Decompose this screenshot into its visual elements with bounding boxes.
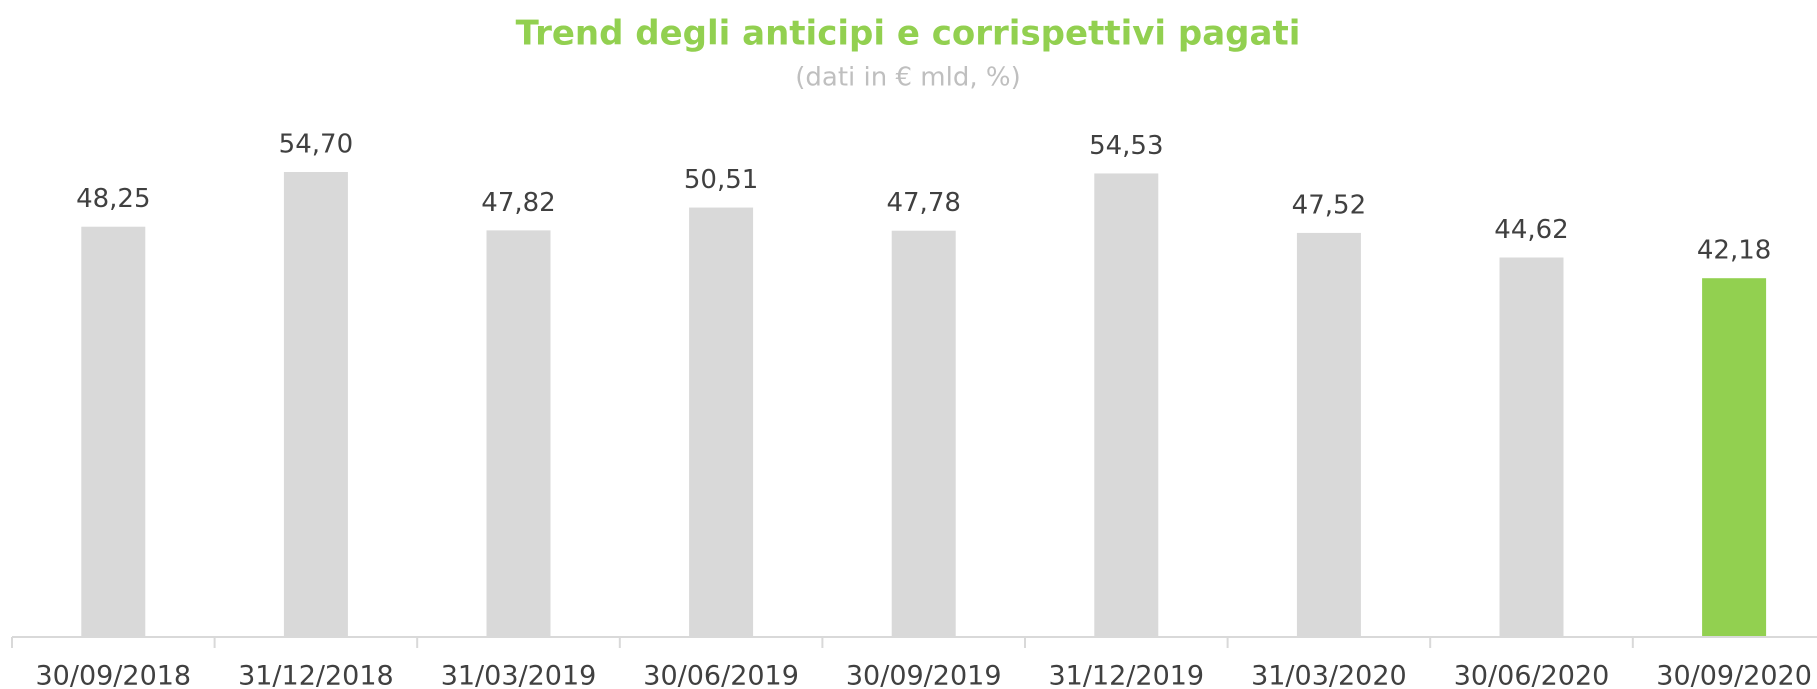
chart-subtitle: (dati in € mld, %) — [795, 63, 1020, 93]
chart-title: Trend degli anticipi e corrispettivi pag… — [516, 14, 1301, 54]
bar — [891, 230, 956, 636]
value-label: 50,51 — [684, 165, 758, 195]
value-label: 47,82 — [481, 188, 555, 218]
bar — [486, 230, 551, 636]
x-tick-label: 31/12/2019 — [1048, 661, 1204, 689]
value-label: 48,25 — [76, 184, 150, 214]
x-tick-label: 31/03/2020 — [1251, 661, 1407, 689]
x-tick-label: 30/09/2018 — [35, 661, 191, 689]
x-tick-label: 30/06/2020 — [1454, 661, 1610, 689]
value-label: 54,53 — [1089, 131, 1163, 161]
x-tick-label: 31/12/2018 — [238, 661, 394, 689]
value-label: 47,52 — [1292, 190, 1366, 220]
bar — [1499, 257, 1564, 636]
x-tick-label: 30/09/2020 — [1656, 661, 1812, 689]
bar — [689, 207, 754, 636]
bar — [1094, 173, 1159, 636]
value-label: 54,70 — [279, 130, 353, 160]
bar — [81, 226, 146, 636]
bar — [1296, 232, 1361, 636]
value-label: 47,78 — [886, 188, 960, 218]
value-label: 42,18 — [1697, 236, 1771, 266]
x-tick-label: 30/06/2019 — [643, 661, 799, 689]
value-label: 44,62 — [1494, 215, 1568, 245]
bar — [283, 172, 348, 636]
bar — [1702, 278, 1767, 636]
x-tick-label: 31/03/2019 — [441, 661, 597, 689]
x-tick-label: 30/09/2019 — [846, 661, 1002, 689]
